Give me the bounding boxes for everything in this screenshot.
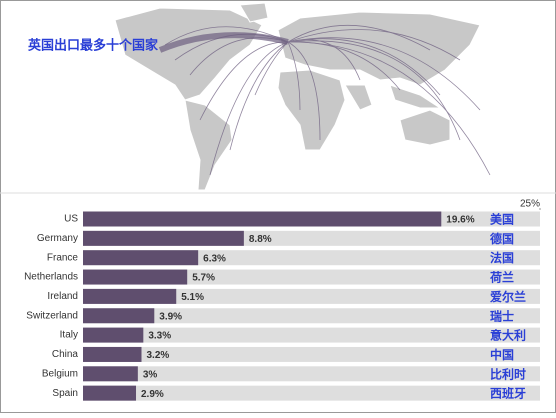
translation-label: 瑞士 bbox=[490, 308, 514, 323]
value-label: 3.3% bbox=[148, 331, 171, 342]
translation-label: 西班牙 bbox=[490, 386, 526, 401]
y-tick-label: China bbox=[52, 349, 79, 360]
bar bbox=[83, 366, 138, 382]
y-tick-label: Spain bbox=[52, 388, 78, 399]
bar-track bbox=[83, 346, 540, 362]
bar-track bbox=[83, 366, 540, 382]
x-tick-label: 25% bbox=[520, 199, 540, 210]
y-tick-label: US bbox=[64, 214, 78, 225]
translation-label: 意大利 bbox=[490, 328, 526, 343]
chart-title: 英国出口最多十个国家 bbox=[27, 38, 159, 54]
translation-label: 中国 bbox=[490, 347, 514, 362]
translation-label: 美国 bbox=[490, 212, 514, 227]
bar bbox=[83, 269, 188, 285]
bar-track bbox=[83, 288, 540, 304]
translation-label: 德国 bbox=[490, 231, 514, 246]
value-label: 5.1% bbox=[181, 292, 204, 303]
y-tick-label: Netherlands bbox=[24, 272, 78, 283]
bar bbox=[83, 327, 144, 343]
value-label: 3.9% bbox=[159, 311, 182, 322]
value-label: 8.8% bbox=[249, 234, 272, 245]
value-label: 5.7% bbox=[192, 273, 215, 284]
value-label: 19.6% bbox=[446, 215, 474, 226]
y-tick-label: Ireland bbox=[47, 291, 78, 302]
bar-track bbox=[83, 385, 540, 401]
y-tick-label: Germany bbox=[37, 233, 78, 244]
bar bbox=[83, 250, 199, 266]
translation-label: 法国 bbox=[490, 250, 514, 265]
bar bbox=[83, 385, 137, 401]
translation-label: 比利时 bbox=[490, 366, 526, 381]
bar-track bbox=[83, 308, 540, 324]
translation-label: 荷兰 bbox=[489, 270, 514, 285]
y-tick-label: Belgium bbox=[42, 368, 78, 379]
bar-track bbox=[83, 327, 540, 343]
bar bbox=[83, 230, 244, 246]
value-label: 3.2% bbox=[146, 350, 169, 361]
y-tick-label: Italy bbox=[60, 330, 78, 341]
bar-track bbox=[83, 269, 540, 285]
bar bbox=[83, 288, 177, 304]
y-tick-label: Switzerland bbox=[26, 310, 78, 321]
value-label: 6.3% bbox=[203, 253, 226, 264]
value-label: 2.9% bbox=[141, 389, 164, 400]
bar bbox=[83, 308, 155, 324]
value-label: 3% bbox=[143, 369, 158, 380]
y-tick-label: France bbox=[47, 252, 79, 263]
main-route bbox=[158, 32, 289, 53]
bar bbox=[83, 346, 142, 362]
bar bbox=[83, 211, 442, 227]
translation-label: 爱尔兰 bbox=[490, 289, 526, 304]
